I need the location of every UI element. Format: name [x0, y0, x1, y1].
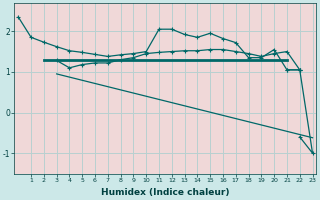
X-axis label: Humidex (Indice chaleur): Humidex (Indice chaleur): [101, 188, 230, 197]
